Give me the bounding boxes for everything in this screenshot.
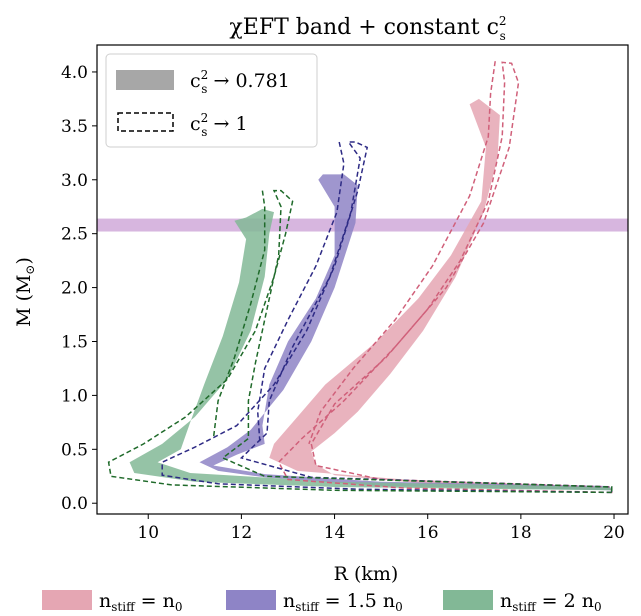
- y-axis-label: M (M⊙): [13, 257, 37, 327]
- mass-band: [97, 218, 628, 232]
- legend-swatch-1p5n0: [226, 590, 276, 610]
- mass-band-layer: [97, 218, 628, 232]
- legend-solid-swatch: [116, 70, 174, 90]
- x-tick-label: 14: [324, 523, 346, 543]
- x-tick-label: 20: [603, 523, 625, 543]
- x-axis-label: R (km): [334, 563, 399, 585]
- legend-dashed-swatch: [117, 112, 174, 132]
- chart-title: χEFT band + constant c2 s: [229, 14, 506, 43]
- y-tick-label: 1.5: [61, 332, 88, 352]
- series-dashed-curves: [107, 61, 613, 494]
- y-tick-label: 1.0: [61, 386, 88, 406]
- series-dashed-inner-2: [212, 190, 266, 439]
- series-band-2: [129, 208, 612, 491]
- y-tick-label: 0.0: [61, 494, 88, 514]
- x-tick-label: 10: [137, 523, 159, 543]
- axis-ticks: 10 12 14 16 18 20 0.0 0.5 1.0 1.5 2.0 2.5 3.0 3.5 4.0: [61, 63, 625, 543]
- legend-label-n0: nstiff = n0: [99, 590, 182, 614]
- y-tick-label: 4.0: [61, 63, 88, 83]
- x-tick-label: 18: [510, 523, 532, 543]
- legend-bottom: nstiff = n0 nstiff = 1.5 n0 nstiff = 2 n…: [42, 590, 602, 614]
- series-dashed-outer-2: [107, 189, 613, 494]
- series-dashed-outer-0: [277, 61, 613, 494]
- y-tick-label: 0.5: [61, 440, 88, 460]
- plot-frame: [96, 44, 629, 515]
- legend-swatch-n0: [42, 590, 92, 610]
- legend-label-2n0: nstiff = 2 n0: [500, 590, 602, 614]
- series-bands: [129, 98, 612, 491]
- legend-label-1p5n0: nstiff = 1.5 n0: [283, 590, 403, 614]
- x-tick-label: 12: [231, 523, 253, 543]
- series-dashed-outer-1: [161, 141, 613, 494]
- legend-dashed-label: c2 s → 1: [190, 111, 248, 139]
- x-tick-label: 16: [417, 523, 439, 543]
- y-tick-label: 2.0: [61, 279, 88, 299]
- y-tick-label: 3.0: [61, 171, 88, 191]
- legend-solid-label: c2 s → 0.781: [190, 68, 290, 96]
- y-tick-label: 3.5: [61, 117, 88, 137]
- series-dashed-inner-0: [308, 61, 496, 445]
- y-tick-label: 2.5: [61, 225, 88, 245]
- legend-swatch-2n0: [443, 590, 493, 610]
- legend-top: c2 s → 0.781 c2 s → 1: [105, 53, 318, 148]
